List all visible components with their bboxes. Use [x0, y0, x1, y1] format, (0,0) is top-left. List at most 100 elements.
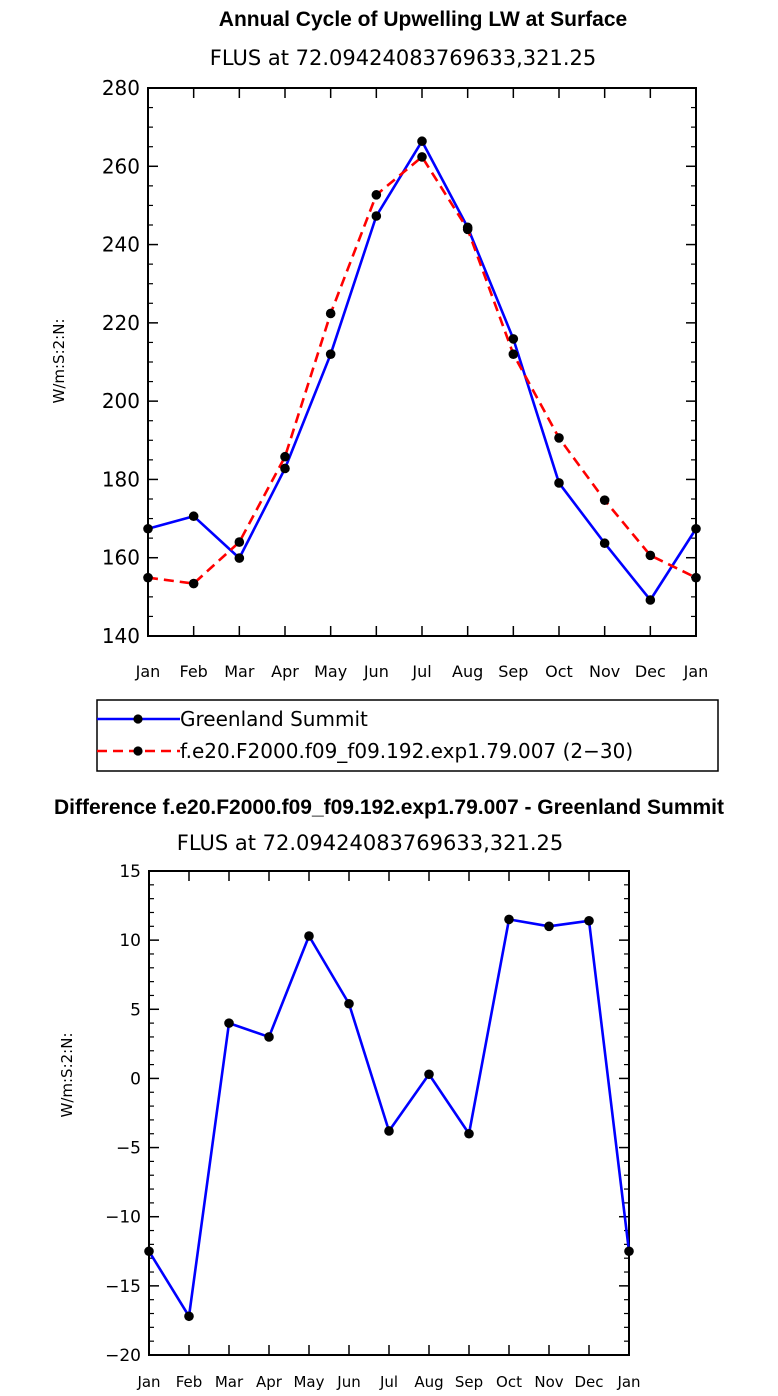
- chart1-series-1-point: [143, 523, 153, 534]
- xtick-label: Jan: [683, 662, 709, 681]
- chart2-ylabel: W/m:S:2:N:: [58, 1033, 76, 1118]
- xtick-label: May: [293, 1373, 324, 1391]
- ytick-label: −10: [105, 1208, 141, 1228]
- chart2-series-1-point: [304, 931, 314, 941]
- chart1-series-2-point: [325, 308, 336, 319]
- ytick-label: 180: [102, 467, 140, 491]
- xtick-label: Jul: [379, 1373, 398, 1391]
- xtick-label: Feb: [180, 662, 208, 681]
- chart2-frame: [148, 870, 630, 1356]
- chart1-series-2-point: [143, 572, 153, 583]
- chart1-series-2-point: [599, 495, 610, 505]
- chart2-series-1-point: [184, 1311, 194, 1322]
- chart1-series-1-point: [508, 334, 519, 344]
- xtick-label: Jul: [411, 662, 431, 681]
- xtick-label: Oct: [545, 662, 573, 681]
- ytick-label: 200: [102, 389, 140, 413]
- chart2-series-1-point: [424, 1069, 434, 1080]
- chart1-series-1-point: [417, 136, 427, 147]
- chart1-ylabel: W/m:S:2:N:: [50, 319, 68, 404]
- chart2-series-1-point: [544, 921, 554, 932]
- chart1-series-2-point: [417, 152, 427, 162]
- chart1-series-1-point: [599, 538, 610, 549]
- chart1-title: Annual Cycle of Upwelling LW at Surface: [219, 8, 627, 31]
- legend-label-model: f.e20.F2000.f09_f09.192.exp1.79.007 (2−3…: [180, 739, 633, 763]
- chart2-series-1-point: [624, 1246, 634, 1257]
- xtick-label: Dec: [635, 662, 666, 681]
- ytick-label: 280: [102, 76, 140, 100]
- chart1-series-2-point: [645, 550, 656, 561]
- chart2-series-1-point: [384, 1126, 394, 1136]
- legend-label-greenland-summit: Greenland Summit: [180, 707, 368, 731]
- chart2-series-group: [144, 914, 634, 1322]
- chart1-series-1-point: [691, 523, 701, 534]
- chart2-series-1-point: [144, 1246, 154, 1257]
- ytick-label: 160: [102, 546, 140, 570]
- ytick-label: −5: [116, 1139, 141, 1159]
- chart1-series-1-point: [371, 211, 382, 221]
- ytick-label: 220: [102, 311, 140, 335]
- xtick-label: Mar: [215, 1373, 244, 1391]
- ytick-label: 140: [102, 624, 140, 648]
- ytick-label: −15: [105, 1277, 141, 1297]
- chart1-series-1-point: [280, 463, 290, 474]
- ytick-label: 240: [102, 233, 140, 257]
- chart2-series-1-point: [344, 998, 354, 1009]
- chart1-series-group: [143, 136, 701, 605]
- chart2-series-1-point: [504, 914, 514, 925]
- chart1-series-1-point: [325, 349, 336, 359]
- chart1-series-2-point: [554, 433, 564, 443]
- xtick-label: Oct: [496, 1373, 522, 1391]
- chart1-subtitle: FLUS at 72.09424083769633,321.25: [210, 46, 597, 70]
- xtick-label: Mar: [224, 662, 255, 681]
- chart1-series-2-point: [691, 572, 701, 583]
- xtick-label: Dec: [574, 1373, 603, 1391]
- chart1-series-1-point: [645, 595, 656, 605]
- chart1-series-2-point: [188, 578, 199, 589]
- chart1-series-line-2: [147, 155, 697, 585]
- xtick-label: Apr: [256, 1373, 283, 1391]
- chart1-series-2-point: [234, 537, 245, 547]
- xtick-label: Jan: [616, 1373, 640, 1391]
- chart2-subtitle: FLUS at 72.09424083769633,321.25: [177, 831, 564, 855]
- chart1-series-2-point: [280, 451, 290, 462]
- ytick-label: 15: [119, 862, 141, 882]
- chart2-plot-area: −20 −15 −10 −5 0 5 10 15 Jan Feb Mar Apr May Jun Jul Au…: [105, 862, 640, 1391]
- chart1-plot-area: 140 160 180 200 220 240 260 280 Jan Feb Mar Apr May J…: [102, 76, 709, 681]
- xtick-label: Jan: [136, 1373, 160, 1391]
- chart1-legend: Greenland Summit f.e20.F2000.f09_f09.192…: [96, 699, 719, 772]
- chart1-series-2-point: [508, 349, 519, 359]
- legend-box: [96, 699, 719, 772]
- ytick-label: 260: [102, 154, 140, 178]
- chart2-title: Difference f.e20.F2000.f09_f09.192.exp1.…: [54, 796, 724, 819]
- xtick-label: Sep: [498, 662, 528, 681]
- legend-marker-greenland-summit: [133, 714, 143, 724]
- chart2-series-line-1: [147, 918, 631, 1318]
- xtick-label: Aug: [452, 662, 483, 681]
- xtick-label: Apr: [271, 662, 299, 681]
- ytick-label: 0: [130, 1069, 141, 1089]
- chart1-series-line-1: [147, 139, 698, 602]
- legend-marker-model: [133, 746, 143, 756]
- xtick-label: Feb: [176, 1373, 203, 1391]
- chart1-series-1-point: [234, 553, 245, 563]
- xtick-label: Aug: [414, 1373, 443, 1391]
- chart2-series-1-point: [584, 915, 594, 926]
- xtick-label: Jan: [135, 662, 161, 681]
- xtick-label: Jun: [363, 662, 389, 681]
- xtick-label: Nov: [534, 1373, 563, 1391]
- chart1-series-1-point: [554, 478, 564, 488]
- xtick-label: Sep: [455, 1373, 483, 1391]
- chart2-series-1-point: [464, 1128, 474, 1139]
- xtick-label: May: [314, 662, 347, 681]
- xtick-label: Jun: [336, 1373, 360, 1391]
- chart2-series-1-point: [224, 1018, 234, 1028]
- ytick-label: 10: [119, 931, 141, 951]
- chart1-series-2-point: [462, 224, 473, 235]
- ytick-label: 5: [130, 1000, 141, 1020]
- chart1-series-1-point: [188, 511, 199, 522]
- xtick-label: Nov: [589, 662, 620, 681]
- chart2-series-1-point: [264, 1032, 274, 1042]
- ytick-label: −20: [105, 1346, 141, 1366]
